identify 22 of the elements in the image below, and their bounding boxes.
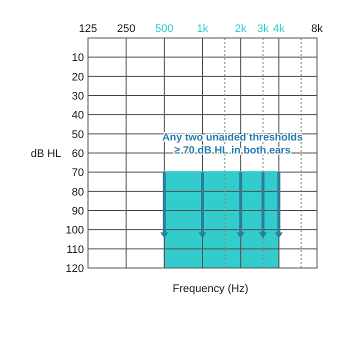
y-tick-label: 50 — [72, 128, 84, 141]
x-tick-label: 3k — [257, 23, 270, 35]
y-axis-title: dB HL — [30, 148, 62, 160]
x-axis-title: Frequency (Hz) — [172, 283, 248, 295]
y-tick-label: 110 — [66, 244, 84, 256]
y-tick-label: 10 — [72, 52, 84, 64]
y-tick-label: 120 — [66, 263, 84, 275]
y-tick-label: 80 — [72, 186, 84, 198]
y-tick-label: 40 — [72, 110, 84, 122]
y-tick-label: 30 — [72, 90, 84, 102]
x-tick-label: 250 — [116, 23, 136, 35]
y-tick-label: 90 — [72, 206, 84, 218]
y-tick-label: 60 — [72, 148, 84, 160]
y-tick-label: 100 — [66, 224, 84, 237]
x-tick-label: 4k — [273, 23, 286, 35]
x-tick-label: 125 — [78, 23, 98, 35]
y-tick-label: 70 — [72, 167, 84, 180]
x-tick-label: 1k — [196, 23, 209, 35]
y-tick-label: 20 — [72, 71, 84, 84]
x-tick-label: 8k — [311, 23, 324, 35]
x-tick-label: 500 — [155, 23, 174, 35]
x-tick-label: 2k — [234, 23, 247, 35]
